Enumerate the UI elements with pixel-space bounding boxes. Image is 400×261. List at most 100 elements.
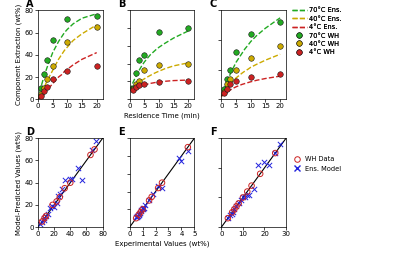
Point <box>272 151 278 155</box>
Point <box>240 195 246 200</box>
Point <box>146 198 152 202</box>
Point <box>227 76 234 81</box>
Point <box>250 187 257 191</box>
Point <box>55 194 61 198</box>
Point <box>62 178 69 182</box>
Text: A: A <box>26 0 34 9</box>
Point <box>135 83 142 87</box>
Point <box>135 58 142 62</box>
Point <box>229 210 235 214</box>
Point <box>242 195 248 200</box>
Point <box>89 149 95 153</box>
Point <box>140 207 146 211</box>
Point <box>141 68 148 72</box>
Y-axis label: Component Extraction (wt%): Component Extraction (wt%) <box>16 4 22 105</box>
Point <box>230 210 236 214</box>
Point <box>130 88 136 92</box>
Point <box>185 145 191 149</box>
Point <box>40 218 47 222</box>
Point <box>43 214 49 218</box>
Point <box>39 220 45 224</box>
Point <box>224 76 230 81</box>
Point <box>156 30 162 34</box>
Point <box>37 222 44 226</box>
Point <box>255 163 261 167</box>
Point <box>141 205 147 210</box>
Point <box>141 81 148 86</box>
Point <box>50 38 56 43</box>
Point <box>38 92 44 96</box>
Point <box>41 86 47 90</box>
Point <box>231 207 238 211</box>
Point <box>56 192 63 196</box>
X-axis label: Experimental Values (wt%): Experimental Values (wt%) <box>115 240 209 246</box>
Point <box>138 208 144 212</box>
Point <box>53 200 60 205</box>
Point <box>94 64 100 68</box>
Point <box>233 79 239 84</box>
Point <box>261 160 268 164</box>
Point <box>49 203 56 207</box>
Point <box>59 187 66 191</box>
Point <box>41 216 48 220</box>
Point <box>41 216 48 220</box>
Point <box>94 25 100 29</box>
Point <box>132 82 139 86</box>
Point <box>64 17 70 21</box>
Point <box>148 195 155 199</box>
Point <box>142 203 148 207</box>
Point <box>185 79 192 84</box>
Point <box>91 147 98 151</box>
Text: B: B <box>118 0 126 9</box>
Point <box>135 79 142 84</box>
X-axis label: Residence Time (min): Residence Time (min) <box>124 112 200 119</box>
Point <box>79 178 86 182</box>
Point <box>135 213 141 218</box>
Point <box>132 70 139 75</box>
Point <box>248 32 254 36</box>
Point <box>136 212 142 217</box>
Point <box>225 216 231 220</box>
Point <box>236 201 242 205</box>
Point <box>233 204 240 209</box>
Point <box>130 86 136 90</box>
Point <box>155 184 161 188</box>
Point <box>156 80 162 85</box>
Point <box>150 192 156 196</box>
Point <box>248 183 255 188</box>
Point <box>227 82 234 86</box>
Point <box>45 212 52 216</box>
Point <box>238 198 244 203</box>
Point <box>141 53 148 57</box>
Point <box>221 91 228 95</box>
Point <box>132 85 139 89</box>
Point <box>138 210 144 214</box>
Point <box>227 68 234 72</box>
Text: F: F <box>210 127 216 137</box>
Point <box>244 192 250 197</box>
Point <box>224 82 230 86</box>
Point <box>136 212 142 217</box>
Point <box>159 186 165 190</box>
Legend: WH Data, Ens. Model: WH Data, Ens. Model <box>290 155 342 173</box>
Point <box>133 216 139 220</box>
Point <box>221 90 228 94</box>
Point <box>69 177 75 181</box>
Point <box>221 87 228 91</box>
Point <box>276 142 283 146</box>
Point <box>38 86 44 90</box>
Point <box>67 177 74 181</box>
Point <box>248 56 254 60</box>
Point <box>277 44 283 48</box>
Point <box>64 39 70 44</box>
Point <box>48 204 55 208</box>
Point <box>277 72 283 76</box>
Point <box>56 195 63 199</box>
Point <box>246 192 253 197</box>
Point <box>233 68 239 72</box>
Y-axis label: Model-Predicted Values (wt%): Model-Predicted Values (wt%) <box>16 131 22 235</box>
Point <box>224 87 230 91</box>
Point <box>44 77 50 81</box>
Point <box>176 156 182 160</box>
Point <box>50 77 56 81</box>
